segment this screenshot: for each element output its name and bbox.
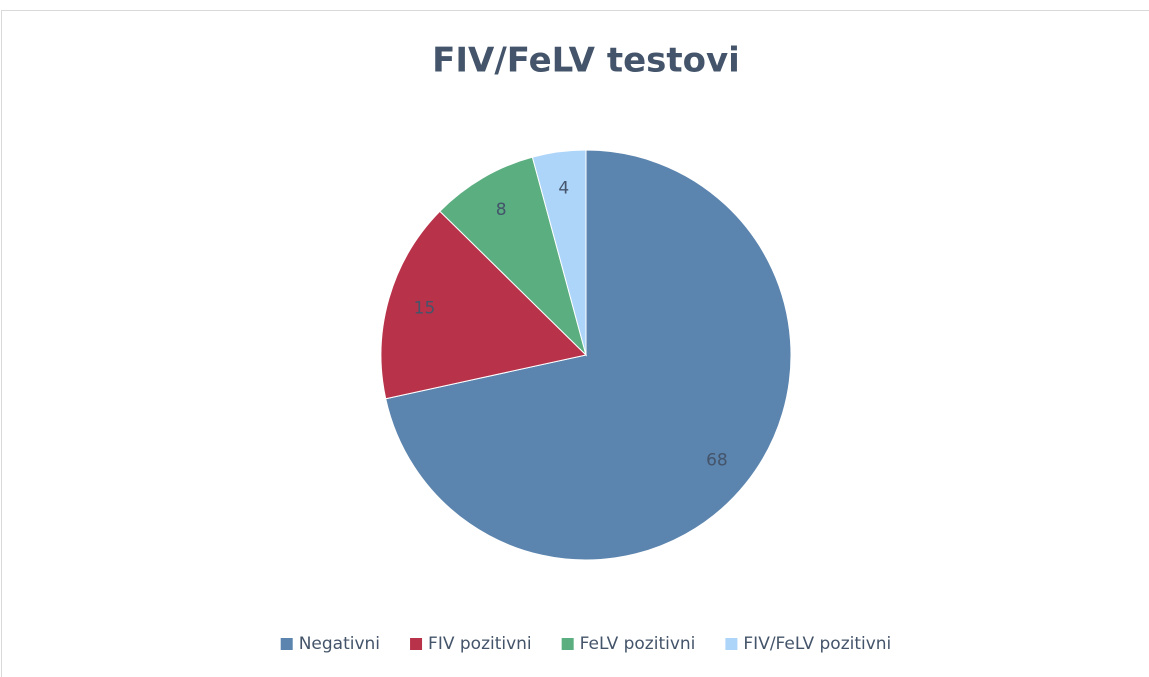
pie-slice	[380, 210, 588, 400]
chart-title: FIV/FeLV testovi	[432, 41, 740, 81]
pie-slice	[439, 156, 587, 357]
pie-slice	[531, 149, 587, 356]
legend-label: FeLV pozitivni	[580, 634, 696, 654]
pie-slice	[385, 149, 792, 561]
legend-swatch	[280, 638, 293, 650]
data-label: 15	[414, 298, 436, 318]
legend-label: FIV/FeLV pozitivni	[743, 634, 891, 654]
legend-swatch	[410, 638, 423, 650]
legend-swatch	[561, 638, 574, 650]
legend-label: FIV pozitivni	[428, 634, 532, 654]
data-label: 8	[496, 200, 507, 220]
data-label: 4	[558, 178, 569, 198]
legend-swatch	[725, 638, 738, 650]
legend-label: Negativni	[299, 634, 380, 654]
data-label: 68	[706, 450, 728, 470]
